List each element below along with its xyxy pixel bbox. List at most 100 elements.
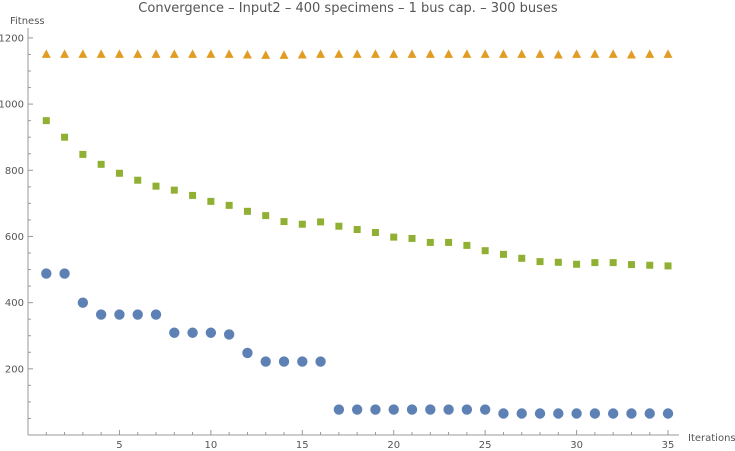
circle-point — [297, 356, 308, 367]
square-point — [481, 247, 489, 255]
x-tick-label: 30 — [570, 440, 583, 451]
triangle-point — [553, 50, 563, 59]
y-tick-label: 600 — [5, 232, 24, 243]
circle-point — [223, 329, 235, 340]
circle-point — [278, 356, 290, 367]
circle-point — [242, 347, 253, 359]
circle-point — [534, 408, 546, 419]
circle-point — [41, 268, 52, 279]
circle-point — [479, 404, 491, 415]
circle-point — [553, 408, 564, 419]
triangle-point — [114, 49, 124, 58]
circle-point — [498, 408, 509, 419]
triangle-point — [279, 50, 289, 59]
x-tick-label: 25 — [479, 440, 492, 451]
square-point — [42, 117, 50, 125]
square-point — [61, 133, 69, 141]
circle-point — [607, 408, 619, 419]
x-tick-label: 15 — [296, 440, 309, 451]
triangle-point — [572, 49, 582, 58]
x-tick-label: 5 — [116, 440, 122, 451]
circle-point — [333, 404, 345, 415]
square-point — [390, 233, 398, 241]
square-point — [518, 254, 526, 262]
triangle-point — [425, 49, 435, 58]
circle-point — [626, 408, 637, 419]
circle-point — [662, 408, 674, 419]
x-tick-label: 20 — [387, 440, 400, 451]
triangle-point — [535, 49, 545, 58]
y-axis-label: Fitness — [10, 16, 45, 27]
triangle-point — [590, 49, 600, 58]
x-axis-label: Iterations — [688, 433, 735, 444]
circle-point — [589, 408, 601, 419]
square-point — [408, 234, 416, 242]
square-point — [499, 250, 507, 258]
square-point — [536, 258, 544, 266]
circle-point — [169, 327, 180, 338]
triangle-point — [60, 49, 70, 58]
square-point — [335, 222, 343, 230]
square-point — [79, 150, 87, 158]
square-point — [189, 191, 197, 199]
square-point — [609, 259, 617, 267]
square-point — [97, 160, 105, 168]
x-tick-label: 10 — [204, 440, 217, 451]
square-point — [573, 260, 581, 268]
circle-point — [260, 356, 271, 367]
triangle-point — [444, 49, 454, 58]
series-circle-markers — [41, 268, 674, 419]
square-point — [134, 176, 142, 184]
triangle-point — [78, 49, 88, 58]
y-tick-label: 1000 — [0, 100, 24, 111]
y-tick-label: 200 — [5, 364, 24, 375]
square-point — [152, 182, 160, 190]
square-point — [463, 241, 471, 249]
square-point — [627, 261, 635, 269]
circle-point — [132, 309, 143, 320]
circle-point — [59, 268, 70, 279]
square-point — [207, 197, 215, 205]
square-point — [243, 207, 251, 215]
square-point — [664, 262, 672, 270]
triangle-point — [352, 49, 362, 58]
square-point — [170, 186, 178, 194]
series-square-markers — [42, 117, 672, 270]
triangle-point — [334, 49, 344, 58]
square-point — [426, 238, 434, 246]
square-point — [115, 169, 123, 177]
triangle-point — [169, 49, 179, 58]
triangle-point — [133, 49, 143, 58]
circle-point — [516, 408, 527, 419]
square-point — [298, 220, 306, 228]
triangle-point — [224, 49, 234, 58]
circle-point — [315, 356, 326, 367]
triangle-point — [206, 49, 216, 58]
square-point — [591, 259, 599, 267]
triangle-point — [389, 49, 399, 58]
circle-point — [370, 404, 381, 415]
triangle-point — [41, 49, 51, 58]
y-tick-label: 1200 — [0, 33, 24, 44]
x-tick-label: 35 — [662, 440, 675, 451]
triangle-point — [151, 49, 161, 58]
square-point — [445, 238, 453, 246]
triangle-point — [498, 49, 508, 58]
y-tick-label: 400 — [5, 298, 24, 309]
triangle-point — [297, 50, 307, 59]
triangle-point — [645, 49, 655, 58]
triangle-point — [663, 49, 673, 58]
square-point — [280, 218, 288, 226]
square-point — [554, 258, 562, 266]
triangle-point — [188, 49, 198, 58]
square-point — [225, 201, 233, 209]
triangle-point — [407, 49, 417, 58]
triangle-point — [480, 49, 490, 58]
triangle-point — [370, 49, 380, 58]
square-point — [353, 226, 361, 234]
triangle-point — [626, 50, 636, 59]
triangle-point — [608, 49, 618, 58]
circle-point — [644, 408, 655, 419]
y-tick-label: 800 — [5, 166, 24, 177]
